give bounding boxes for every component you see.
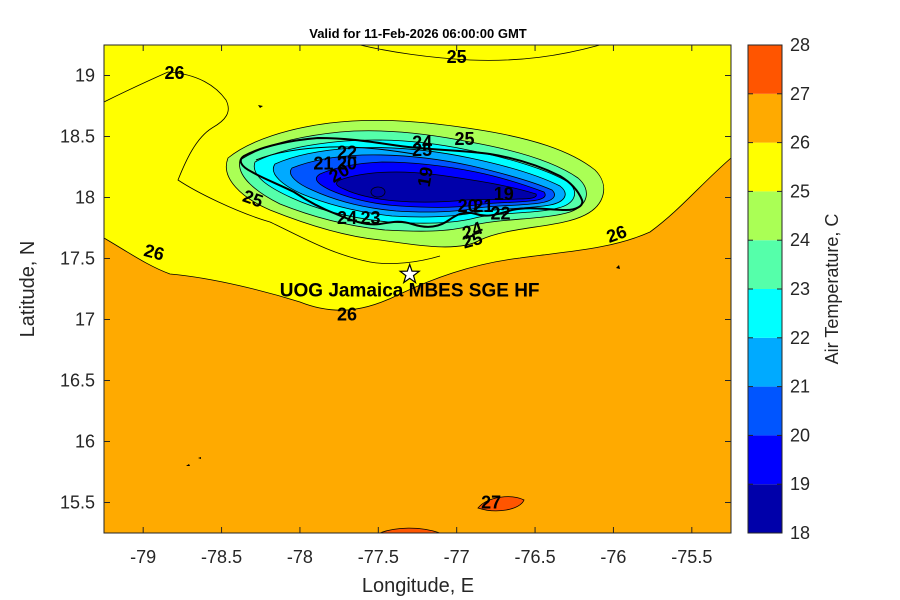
colorbar-tick-label: 19 xyxy=(790,474,810,494)
colorbar-swatch xyxy=(748,386,782,436)
contour-label: 21 xyxy=(473,196,493,216)
islet-2 xyxy=(616,265,620,269)
colorbar-tick-label: 27 xyxy=(790,84,810,104)
colorbar-tick-label: 25 xyxy=(790,181,810,201)
contour-label: 23 xyxy=(360,208,380,228)
x-tick-label: -78.5 xyxy=(201,547,242,567)
x-tick-label: -79 xyxy=(130,547,156,567)
y-tick-label: 16 xyxy=(75,432,95,452)
contour-label: 19 xyxy=(494,184,514,204)
band-26-27 xyxy=(104,157,731,533)
contour-label: 26 xyxy=(337,305,357,325)
colorbar-swatch xyxy=(748,191,782,241)
colorbar-tick-label: 22 xyxy=(790,328,810,348)
map-title: Valid for 11-Feb-2026 06:00:00 GMT xyxy=(309,26,527,41)
contour-label: 21 xyxy=(313,153,333,173)
band-27-28 xyxy=(477,496,525,512)
colorbar-tick-label: 18 xyxy=(790,523,810,543)
contour-label: 27 xyxy=(481,493,501,513)
band-18-19 xyxy=(336,171,537,203)
contour-label: 20 xyxy=(337,153,357,173)
contour-label: 22 xyxy=(491,203,511,223)
station-label: UOG Jamaica MBES SGE HF xyxy=(280,280,540,301)
y-axis-label: Latitude, N xyxy=(17,241,39,338)
colorbar-tick-label: 20 xyxy=(790,425,810,445)
colorbar-swatch xyxy=(748,45,782,94)
contour-label: 25 xyxy=(447,47,467,67)
colorbar-swatch xyxy=(748,289,782,338)
contour-label: 20 xyxy=(458,196,478,216)
x-axis: -79 -78.5 -78 -77.5 -77 -76.5 -76 -75.5 xyxy=(130,45,712,567)
coastline xyxy=(239,136,584,228)
contour-label: 25 xyxy=(455,129,475,149)
contour-label: 24 xyxy=(412,133,432,153)
colorbar-swatch xyxy=(748,435,782,485)
x-tick-label: -76.5 xyxy=(515,547,556,567)
colorbar-tick-label: 26 xyxy=(790,133,810,153)
colorbar: 18 19 20 21 22 23 24 25 26 27 28 xyxy=(747,35,810,543)
star-icon xyxy=(398,262,421,284)
islet-3 xyxy=(186,457,201,466)
y-tick-label: 19 xyxy=(75,66,95,86)
x-tick-label: -76 xyxy=(600,547,626,567)
colorbar-tick-label: 28 xyxy=(790,35,810,55)
plot-frame xyxy=(103,44,732,534)
y-tick-label: 17.5 xyxy=(60,249,95,269)
colorbar-swatch xyxy=(748,484,782,533)
station-marker[interactable]: UOG Jamaica MBES SGE HF xyxy=(280,262,540,301)
contour-label: 19 xyxy=(414,165,437,188)
colorbar-swatch xyxy=(748,142,782,192)
islet-1 xyxy=(258,105,263,108)
colorbar-swatch xyxy=(748,337,782,387)
contour-field xyxy=(104,45,731,533)
y-tick-label: 18.5 xyxy=(60,127,95,147)
y-tick-label: 18 xyxy=(75,188,95,208)
contour-label: 26 xyxy=(165,63,185,83)
colorbar-label: Air Temperature, C xyxy=(822,214,842,365)
colorbar-tick-label: 24 xyxy=(790,230,810,250)
colorbar-tick-label: 21 xyxy=(790,377,810,397)
cold-core xyxy=(370,186,386,198)
contour-label: 26 xyxy=(142,240,167,265)
colorbar-tick-label: 23 xyxy=(790,279,810,299)
x-tick-label: -78 xyxy=(287,547,313,567)
y-tick-label: 15.5 xyxy=(60,493,95,513)
colorbar-swatch xyxy=(748,240,782,289)
coastline-inner xyxy=(255,146,415,161)
contour-label: 25 xyxy=(412,140,432,160)
x-axis-label: Longitude, E xyxy=(362,575,474,597)
contour-line-25-north xyxy=(359,45,601,61)
colorbar-swatch xyxy=(748,93,782,143)
contour-line-26-north xyxy=(104,71,441,264)
x-tick-label: -75.5 xyxy=(671,547,712,567)
y-tick-label: 16.5 xyxy=(60,371,95,391)
y-axis: 19 18.5 18 17.5 17 16.5 16 15.5 xyxy=(60,66,731,513)
x-tick-label: -77.5 xyxy=(358,547,399,567)
contour-label: 24 xyxy=(337,208,357,228)
contour-label: 22 xyxy=(337,142,357,162)
y-tick-label: 17 xyxy=(75,310,95,330)
x-tick-label: -77 xyxy=(444,547,470,567)
